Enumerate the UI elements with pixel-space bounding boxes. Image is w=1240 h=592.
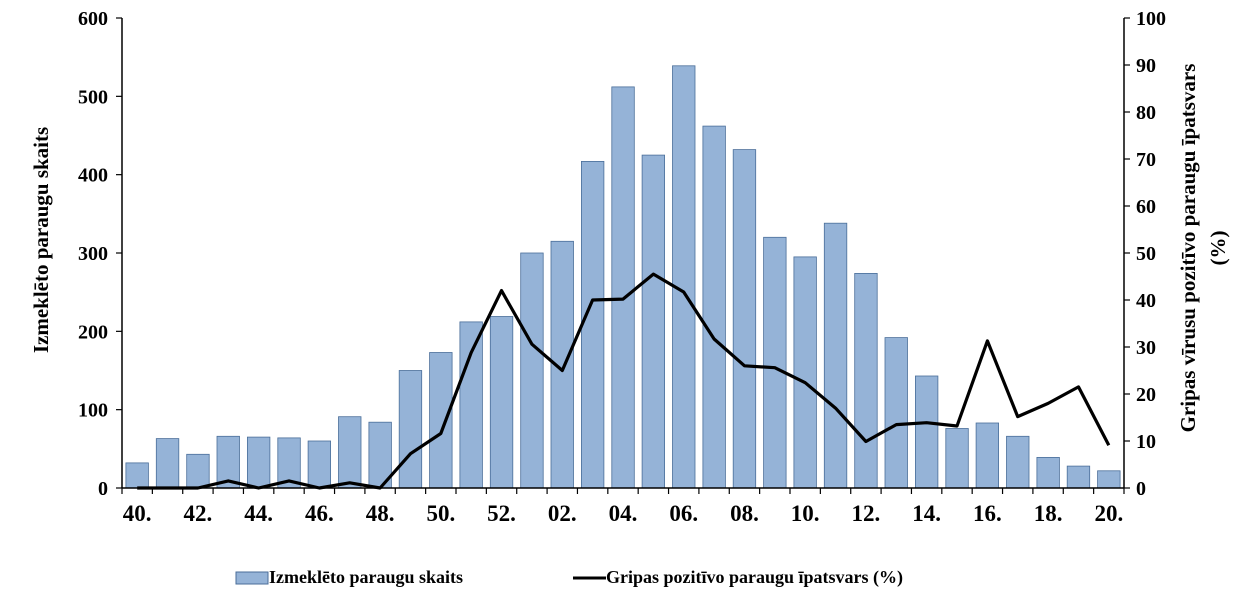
legend-line-label: Gripas pozitīvo paraugu īpatsvars (%)	[606, 567, 903, 588]
x-tick-label: 16.	[973, 501, 1002, 526]
y-tick-label-right: 100	[1136, 8, 1166, 30]
bar-03.	[581, 160, 605, 489]
y-tick-label-right: 60	[1136, 196, 1156, 218]
y-tick-label-right: 40	[1136, 290, 1156, 312]
bar-50.	[429, 352, 453, 489]
y-tick-label-right: 20	[1136, 384, 1156, 406]
y-tick-label-right: 0	[1136, 478, 1146, 500]
bar-51.	[459, 321, 483, 489]
bar-06.	[672, 65, 696, 489]
y-tick-label-left: 0	[98, 478, 108, 500]
bar-17.	[1006, 435, 1030, 489]
bar-15.	[945, 428, 969, 489]
x-tick-label: 18.	[1034, 501, 1063, 526]
x-tick-label: 42.	[184, 501, 213, 526]
y-tick-label-right: 30	[1136, 337, 1156, 359]
bar-46.	[307, 440, 332, 489]
bar-18.	[1036, 456, 1060, 489]
bar-44.	[246, 436, 271, 489]
x-tick-label: 02.	[548, 501, 577, 526]
bar-05.	[641, 154, 665, 489]
bar-10.	[793, 256, 817, 489]
x-tick-label: 52.	[487, 501, 516, 526]
y-tick-label-left: 300	[78, 243, 108, 265]
legend: Izmeklēto paraugu skaits Gripas pozitīvo…	[235, 567, 903, 588]
bar-20.	[1097, 470, 1121, 489]
bars-group	[125, 65, 1121, 489]
x-tick-label: 46.	[305, 501, 334, 526]
bar-41.	[155, 438, 180, 489]
x-tick-label: 12.	[852, 501, 881, 526]
x-tick-label: 44.	[244, 501, 273, 526]
bar-12.	[854, 272, 878, 489]
bar-07.	[702, 125, 726, 489]
y-tick-label-left: 100	[78, 400, 108, 422]
x-tick-label: 20.	[1094, 501, 1123, 526]
x-tick-label: 14.	[912, 501, 941, 526]
bar-47.	[338, 416, 362, 489]
y-axis-title-right-line2: (%)	[1206, 231, 1230, 266]
bar-01.	[520, 252, 544, 489]
bar-13.	[884, 337, 908, 489]
bar-11.	[823, 222, 848, 489]
y-tick-label-right: 50	[1136, 243, 1156, 265]
y-tick-label-right: 80	[1136, 102, 1156, 124]
x-tick-label: 08.	[730, 501, 759, 526]
y-axis-title-left: Izmeklēto paraugu skaits	[29, 127, 53, 353]
x-tick-label: 40.	[123, 501, 152, 526]
bar-09.	[763, 236, 787, 489]
bar-14.	[915, 375, 939, 489]
bar-16.	[975, 422, 999, 489]
x-tick-label: 06.	[669, 501, 698, 526]
line-series-positive-share	[137, 272, 1111, 490]
bar-42.	[186, 453, 210, 489]
legend-bar-swatch	[235, 571, 269, 585]
bar-19.	[1066, 465, 1091, 489]
bar-08.	[732, 149, 757, 489]
y-tick-label-left: 600	[78, 8, 108, 30]
legend-bar-label: Izmeklēto paraugu skaits	[269, 567, 463, 587]
bar-52.	[489, 316, 514, 489]
x-tick-label: 04.	[609, 501, 638, 526]
y-tick-label-right: 10	[1136, 431, 1156, 453]
y-axis-title-right-line1: Gripas vīrusu pozitīvo paraugu īpatsvars	[1176, 64, 1200, 433]
ticks-group: 0 100 200 300 400 500 600 0 10 20 30 40 50 60 70 80 90 10…	[78, 8, 1166, 526]
x-tick-label: 50.	[426, 501, 455, 526]
y-tick-label-right: 90	[1136, 55, 1156, 77]
y-tick-label-right: 70	[1136, 149, 1156, 171]
y-tick-label-left: 200	[78, 321, 108, 343]
bar-40.	[125, 462, 149, 489]
y-tick-label-left: 500	[78, 86, 108, 108]
x-tick-label: 10.	[791, 501, 820, 526]
bar-04.	[611, 86, 635, 489]
y-tick-label-left: 400	[78, 165, 108, 187]
x-tick-label: 48.	[366, 501, 395, 526]
line-group	[137, 272, 1111, 490]
bar-49.	[398, 370, 423, 489]
